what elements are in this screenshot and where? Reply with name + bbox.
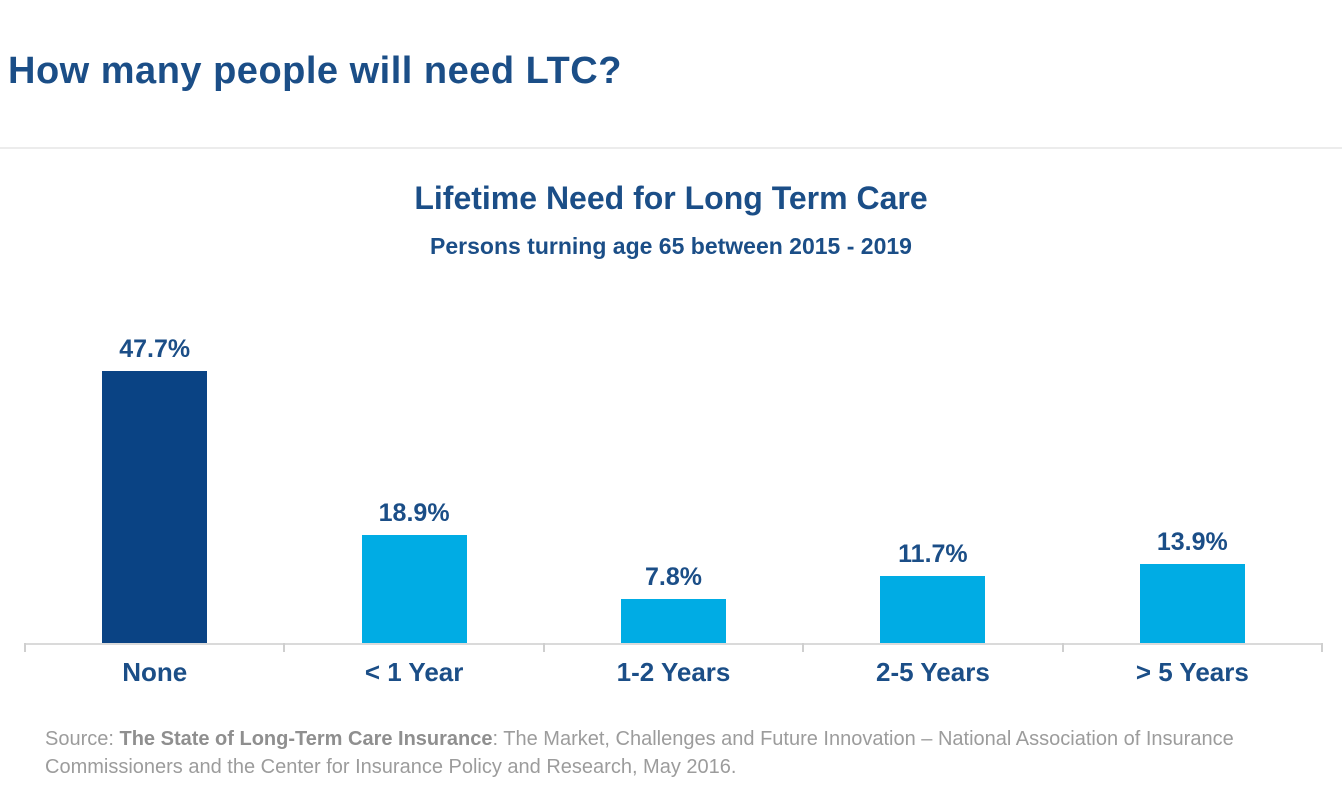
x-axis-tick-5 xyxy=(1321,643,1323,652)
x-axis-line xyxy=(25,643,1322,645)
bar-value-label: 11.7% xyxy=(898,540,968,568)
bar-group-1: 18.9% xyxy=(284,323,543,643)
category-label-1: < 1 Year xyxy=(364,657,464,687)
chart-subtitle: Persons turning age 65 between 2015 - 20… xyxy=(430,233,912,259)
bar-1 xyxy=(361,535,467,643)
category-label-0: None xyxy=(122,657,188,687)
bar-group-4: 13.9% xyxy=(1063,323,1322,643)
x-axis-tick-2 xyxy=(543,643,545,652)
bar-group-2: 7.8% xyxy=(544,323,803,643)
category-label-4: > 5 Years xyxy=(1135,657,1249,687)
bar-4 xyxy=(1139,564,1245,643)
x-axis-tick-4 xyxy=(1062,643,1064,652)
source-note: Source: The State of Long-Term Care Insu… xyxy=(45,725,1323,782)
bar-3 xyxy=(880,576,986,643)
x-axis-tick-1 xyxy=(283,643,285,652)
chart-title: Lifetime Need for Long Term Care xyxy=(414,180,928,216)
x-axis-category-labels: None < 1 Year 1-2 Years 2-5 Years > 5 Years xyxy=(25,657,1322,688)
bar-value-label: 7.8% xyxy=(645,563,702,591)
source-rest: : The Market, Challenges and Future Inno… xyxy=(45,728,1234,779)
bar-value-label: 18.9% xyxy=(378,499,450,527)
bar-0 xyxy=(102,371,208,643)
x-axis-tick-0 xyxy=(24,643,26,652)
category-label-2: 1-2 Years xyxy=(616,657,731,687)
category-label-3: 2-5 Years xyxy=(876,657,990,687)
x-axis-tick-3 xyxy=(802,643,804,652)
header-divider xyxy=(0,147,1342,149)
source-prefix: Source: xyxy=(45,728,120,750)
bar-group-0: 47.7% xyxy=(25,323,284,643)
bar-value-label: 47.7% xyxy=(119,335,191,363)
source-emphasis: The State of Long-Term Care Insurance xyxy=(119,728,493,750)
bar-value-label: 13.9% xyxy=(1156,528,1228,556)
bar-columns: 47.7% 18.9% 7.8% 11.7% 13.9% xyxy=(25,323,1322,643)
page-title: How many people will need LTC? xyxy=(8,50,622,92)
bar-2 xyxy=(621,599,727,643)
bar-group-3: 11.7% xyxy=(803,323,1062,643)
bar-chart-plot-area: 47.7% 18.9% 7.8% 11.7% 13.9% xyxy=(25,323,1322,643)
